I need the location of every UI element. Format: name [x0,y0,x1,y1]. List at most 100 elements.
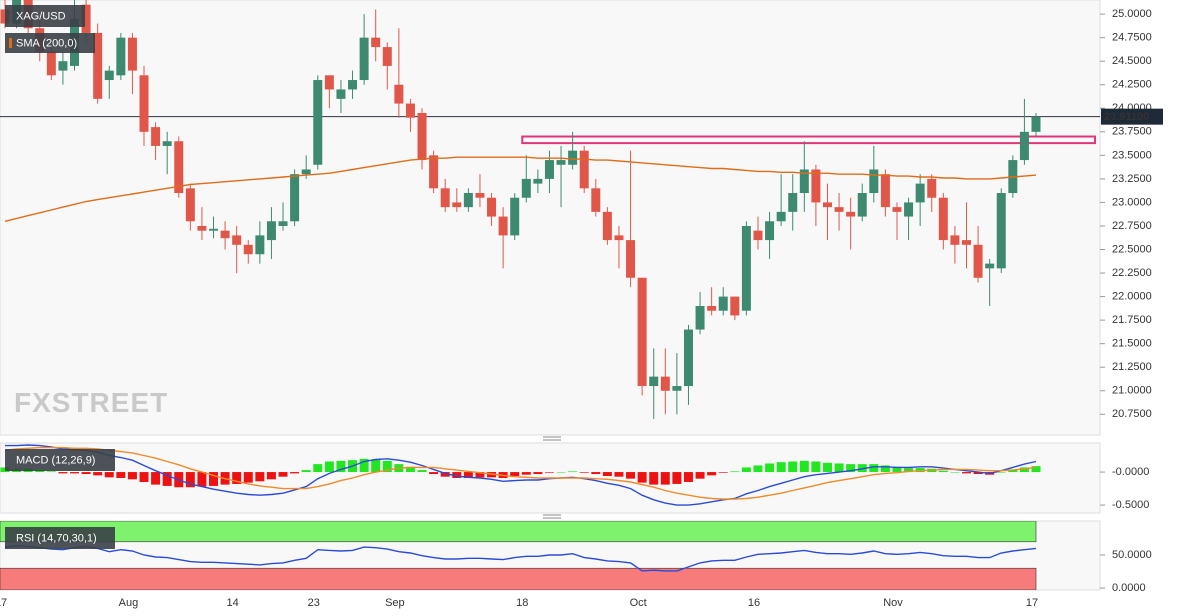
y-tick-label: 50.0000 [1112,549,1152,561]
histogram-bar [880,465,890,473]
candle-body [950,235,960,245]
x-tick-label: 14 [227,597,239,609]
series-line [4,446,1037,500]
candle-body [336,89,346,99]
histogram-bar [602,472,612,477]
candle-body [961,240,971,245]
panel-grip[interactable] [543,436,561,441]
histogram-bar [35,470,45,473]
legend-entry: SMA (200,0) [16,37,77,49]
candle-body [487,197,497,217]
histogram-bar [209,472,219,486]
candle-body [93,32,103,99]
histogram-bar [591,472,601,475]
histogram-bar [185,472,195,488]
candle-body [660,376,670,391]
watermark: FXSTREET [14,387,168,418]
histogram-bar [521,472,531,475]
candle-body [649,376,659,387]
histogram-bar [1031,466,1041,473]
histogram-bar [405,466,415,473]
y-tick-label: 21.7500 [1112,314,1152,326]
candle-body [892,207,902,212]
histogram-bar [846,464,856,473]
histogram-bar [232,472,242,484]
candle-body [313,80,323,165]
histogram-bar [162,472,172,486]
candle-body [996,193,1006,269]
price-tag-label: 23.91100 [1104,111,1149,123]
resistance-zone [521,135,1096,145]
y-tick-label: 20.7500 [1112,408,1152,420]
histogram-bar [452,472,462,478]
candle-body [846,211,856,217]
histogram-bar [973,472,983,475]
candle-body [880,174,890,208]
x-tick-label: 17 [0,597,7,609]
candle-body [382,47,392,66]
x-tick-label: 23 [308,597,320,609]
candle-body [568,150,578,165]
panel-grip[interactable] [543,514,561,519]
histogram-bar [626,472,636,479]
candle-body [776,211,786,222]
x-tick-label: Nov [883,597,903,609]
histogram-bar [313,464,323,473]
histogram-bar [695,472,705,479]
candle-body [151,127,161,146]
candle-body [695,306,705,330]
y-tick-label: 25.0000 [1112,8,1152,20]
candle-body [348,80,358,90]
histogram-bar [475,472,485,478]
histogram-bar [324,461,334,473]
candle-body [81,4,91,33]
candle-body [544,160,554,179]
candle-body [614,235,624,241]
histogram-bar [614,472,624,477]
histogram-bar [811,461,821,473]
macd-plot [0,444,1041,506]
histogram-bar [904,468,914,473]
x-tick-label: Oct [630,597,647,609]
candle-body [452,202,462,208]
histogram-bar [429,472,439,475]
candle-body [822,202,832,208]
histogram-bar [869,464,879,473]
candle-body [266,221,276,241]
histogram-bar [765,463,775,473]
axes: 25.000024.750024.500024.250024.000023.75… [0,8,1163,609]
histogram-bar [892,466,902,473]
candle-body [209,228,219,231]
histogram-bar [834,463,844,473]
candle-body [799,169,809,194]
candle-body [683,329,693,387]
candle-body [591,188,601,212]
histogram-bar [579,472,589,473]
candle-body [985,263,995,269]
y-tick-label: 23.7500 [1112,126,1152,138]
candle-body [707,306,717,311]
y-tick-label: 24.2500 [1112,79,1152,91]
y-tick-label: -0.0000 [1112,466,1149,478]
candle-body [869,169,879,194]
candle-body [463,193,473,208]
histogram-bar [371,459,381,473]
y-tick-label: 24.5000 [1112,55,1152,67]
histogram-bar [93,472,103,476]
legend[interactable]: XAG/USD SMA (200,0) MACD (12,26,9) RSI (… [5,5,115,549]
candle-body [938,197,948,241]
histogram-bar [139,472,149,482]
histogram-bar [197,472,207,487]
candle-body [626,240,636,278]
histogram-bar [255,472,265,482]
candle-body [533,178,543,184]
histogram-bar [301,470,311,473]
histogram-bar [568,471,578,473]
legend-title: MACD (12,26,9) [16,454,95,466]
candle-body [162,141,172,146]
histogram-bar [707,472,717,476]
candle-body [498,216,508,236]
x-tick-label: 17 [1026,597,1038,609]
y-tick-label: 21.5000 [1112,338,1152,350]
candle-body [741,225,751,311]
